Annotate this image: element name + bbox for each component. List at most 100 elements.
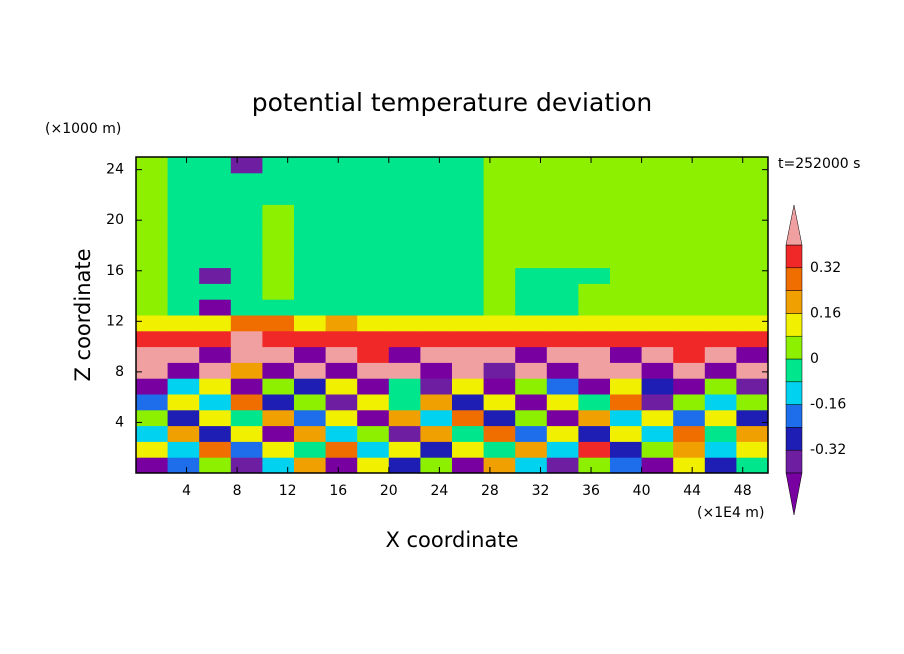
cell xyxy=(199,220,232,237)
x-tick-label: 16 xyxy=(329,483,347,499)
cell xyxy=(483,378,516,395)
x-tick-label: 20 xyxy=(380,483,398,499)
cell xyxy=(610,378,643,395)
cell xyxy=(325,362,358,379)
cell xyxy=(483,425,516,442)
cell xyxy=(167,441,200,458)
cell xyxy=(388,172,421,190)
cell xyxy=(610,220,643,237)
cell xyxy=(704,457,737,474)
cell xyxy=(262,457,295,474)
cell xyxy=(483,204,516,221)
cell xyxy=(483,267,516,284)
cell xyxy=(452,457,485,474)
cell xyxy=(736,441,769,458)
cell xyxy=(388,204,421,221)
cell xyxy=(420,441,453,458)
cell xyxy=(136,251,169,269)
cell xyxy=(388,394,421,411)
cell xyxy=(483,315,516,332)
cell xyxy=(167,220,200,237)
cell xyxy=(483,299,516,316)
cell xyxy=(230,409,263,427)
colorbar-label: 0 xyxy=(810,351,819,367)
cell xyxy=(294,315,327,332)
x-tick-label: 44 xyxy=(683,483,701,499)
cell xyxy=(357,394,390,411)
cell xyxy=(452,283,485,300)
cell xyxy=(325,204,358,221)
cell xyxy=(167,409,200,427)
cell xyxy=(325,236,358,253)
colorbar-segment xyxy=(785,449,803,474)
cell xyxy=(136,394,169,411)
cell xyxy=(610,283,643,300)
cell xyxy=(199,441,232,458)
cell xyxy=(736,172,769,190)
cell xyxy=(736,267,769,284)
cell xyxy=(704,299,737,316)
cell xyxy=(736,330,769,348)
cell xyxy=(610,315,643,332)
cell xyxy=(641,251,674,269)
cell xyxy=(199,346,232,363)
cell xyxy=(610,236,643,253)
cell xyxy=(388,299,421,316)
cell xyxy=(167,299,200,316)
cell xyxy=(578,172,611,190)
cell xyxy=(704,188,737,205)
cell xyxy=(578,457,611,474)
cell xyxy=(452,409,485,427)
cell xyxy=(483,251,516,269)
colorbar-segment xyxy=(785,267,803,291)
cell xyxy=(452,220,485,237)
cell xyxy=(546,425,579,442)
cell xyxy=(357,378,390,395)
y-tick-label: 8 xyxy=(115,364,124,380)
cell xyxy=(610,441,643,458)
y-tick-label: 16 xyxy=(106,263,124,279)
cell xyxy=(578,441,611,458)
cell xyxy=(736,188,769,205)
cell xyxy=(641,172,674,190)
cell xyxy=(262,378,295,395)
colorbar-segment xyxy=(785,404,803,428)
cell xyxy=(294,409,327,427)
cell xyxy=(325,409,358,427)
cell xyxy=(673,299,706,316)
cell xyxy=(167,346,200,363)
cell xyxy=(610,330,643,348)
cell xyxy=(199,157,232,174)
cell xyxy=(388,188,421,205)
cell xyxy=(673,378,706,395)
cell xyxy=(325,330,358,348)
cell xyxy=(610,409,643,427)
cell xyxy=(546,220,579,237)
cell xyxy=(388,220,421,237)
cell xyxy=(136,220,169,237)
cell xyxy=(452,362,485,379)
cell xyxy=(515,267,548,284)
cell xyxy=(452,188,485,205)
cell xyxy=(420,457,453,474)
cell xyxy=(673,204,706,221)
cell xyxy=(546,330,579,348)
cell xyxy=(388,315,421,332)
cell xyxy=(357,299,390,316)
cell xyxy=(546,251,579,269)
cell xyxy=(452,394,485,411)
cell xyxy=(136,425,169,442)
cell xyxy=(578,188,611,205)
cell xyxy=(483,441,516,458)
cell xyxy=(736,362,769,379)
colorbar-max-triangle xyxy=(785,204,803,246)
cell xyxy=(736,409,769,427)
cell xyxy=(420,251,453,269)
cell xyxy=(546,346,579,363)
cell xyxy=(199,362,232,379)
cell xyxy=(388,283,421,300)
cell xyxy=(673,251,706,269)
cell xyxy=(546,188,579,205)
cell xyxy=(704,157,737,174)
cell xyxy=(452,330,485,348)
